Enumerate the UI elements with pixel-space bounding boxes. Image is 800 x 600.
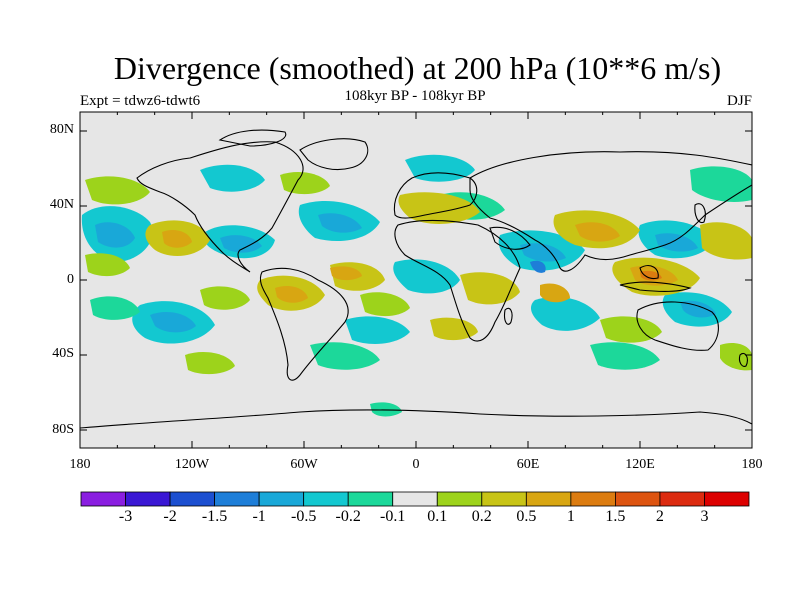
colorbar-label: -1 — [252, 508, 266, 525]
contour-region — [310, 342, 380, 370]
colorbar-label: 2 — [655, 508, 664, 525]
colorbar-label: -0.1 — [380, 508, 406, 525]
axis-ticks — [79, 112, 753, 448]
colorbar-label: -3 — [118, 508, 133, 525]
colorbar-box — [659, 491, 705, 507]
colorbar-box — [392, 491, 438, 507]
contour-region — [280, 172, 330, 195]
contour-region — [530, 260, 546, 273]
colorbar-label: 0.2 — [471, 508, 492, 525]
contour-region — [460, 272, 520, 305]
contour-region — [540, 283, 570, 303]
contour-region — [360, 292, 410, 317]
colorbar-box — [258, 491, 305, 507]
colorbar-box — [347, 491, 394, 507]
contour-region — [590, 342, 660, 370]
colorbar-label: 0.5 — [516, 508, 537, 525]
lon-label-120e: 120E — [625, 457, 655, 472]
map-subtitle: 108kyr BP - 108kyr BP — [344, 88, 486, 104]
colorbar-box — [303, 491, 349, 507]
lon-label-60e: 60E — [516, 457, 540, 472]
colorbar — [80, 491, 750, 507]
colorbar-label: -2 — [163, 508, 177, 525]
contour-region — [162, 230, 192, 248]
contour-region — [318, 213, 362, 233]
lat-label-0: 0 — [67, 272, 74, 287]
contour-region — [275, 286, 308, 303]
colorbar-box — [615, 491, 661, 507]
coastlines — [80, 129, 752, 429]
contour-region — [200, 164, 265, 192]
colorbar-box — [125, 491, 171, 507]
colorbar-label: 0.1 — [427, 508, 448, 525]
contour-region — [370, 402, 402, 417]
contour-region — [575, 222, 620, 242]
contour-region — [530, 296, 600, 331]
colorbar-box — [80, 491, 126, 507]
season-label: DJF — [726, 93, 752, 109]
lon-label-180e: 180 — [741, 457, 763, 472]
lat-label-40s: 40S — [52, 346, 74, 361]
colorbar-label: 3 — [700, 508, 709, 525]
colorbar-label: 1.5 — [605, 508, 626, 525]
lat-label-80s: 80S — [52, 422, 74, 437]
contour-region — [720, 343, 752, 371]
contour-region — [220, 235, 262, 253]
lon-label-60w: 60W — [290, 457, 318, 472]
colorbar-label: -0.2 — [335, 508, 361, 525]
colorbar-label: -1.5 — [201, 508, 228, 525]
contour-region — [200, 286, 250, 310]
colorbar-label: -0.5 — [290, 508, 317, 525]
lon-label-0: 0 — [412, 457, 420, 472]
colorbar-box — [525, 491, 572, 507]
contour-region — [330, 266, 362, 281]
contour-region — [430, 317, 478, 341]
colorbar-box — [570, 491, 616, 507]
contour-region — [150, 312, 196, 333]
colorbar-box — [169, 491, 215, 507]
colorbar-box — [436, 491, 483, 507]
contour-region — [345, 316, 410, 344]
colorbar-label: 1 — [566, 508, 575, 525]
contour-region — [690, 166, 752, 202]
contour-region — [85, 253, 130, 277]
lat-label-40n: 40N — [49, 197, 74, 212]
contour-region — [90, 296, 140, 320]
contour-region — [185, 352, 235, 375]
experiment-label: Expt = tdwz6-tdwt6 — [80, 93, 201, 109]
contour-region — [95, 222, 135, 248]
map-title: Divergence (smoothed) at 200 hPa (10**6 … — [113, 50, 722, 86]
colorbar-box — [214, 491, 260, 507]
contour-region — [393, 259, 460, 294]
contour-region — [655, 233, 698, 252]
contour-region — [680, 300, 716, 318]
colorbar-box — [481, 491, 527, 507]
lon-label-180w: 180 — [69, 457, 91, 472]
contour-region — [600, 316, 662, 343]
contour-region — [700, 222, 752, 260]
lat-label-80n: 80N — [49, 122, 74, 137]
colorbar-box — [704, 491, 750, 507]
contour-region — [85, 176, 150, 205]
divergence-contours — [81, 154, 752, 417]
lon-label-120w: 120W — [174, 457, 210, 472]
